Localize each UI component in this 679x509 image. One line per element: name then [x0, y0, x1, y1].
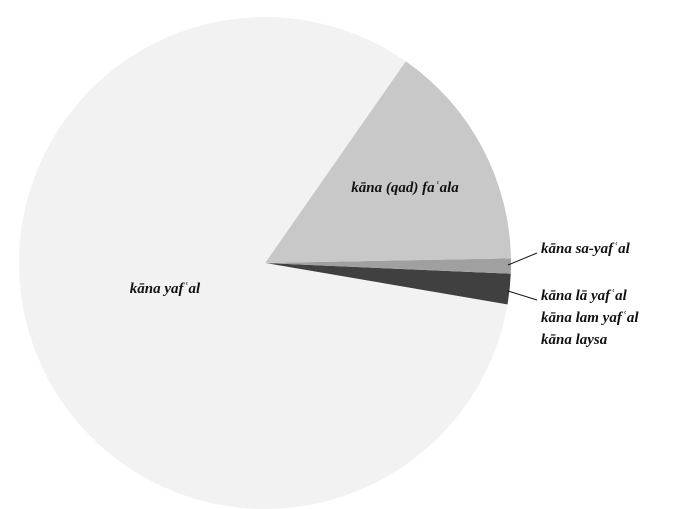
label-line: kāna lā yafʿal — [541, 288, 628, 304]
slice-label: kāna sa-yafʿal — [541, 241, 631, 257]
label-line: kāna (qad) faʿala — [351, 180, 459, 196]
leader-line — [507, 290, 538, 301]
slice-label: kāna lā yafʿal kāna lam yafʿal kāna laysa — [541, 288, 639, 348]
label-line: kāna laysa — [541, 332, 608, 348]
label-line: kāna sa-yafʿal — [541, 241, 631, 257]
pie-slice — [19, 17, 508, 509]
pie-slice — [265, 258, 511, 274]
label-line: kāna yafʿal — [130, 281, 201, 297]
label-line: kāna lam yafʿal — [541, 310, 639, 326]
slice-label: kāna yafʿal — [130, 281, 201, 297]
pie-slice — [265, 263, 511, 305]
leader-line — [507, 252, 538, 266]
slice-label: kāna (qad) faʿala — [351, 180, 459, 196]
pie-slice — [265, 61, 511, 263]
